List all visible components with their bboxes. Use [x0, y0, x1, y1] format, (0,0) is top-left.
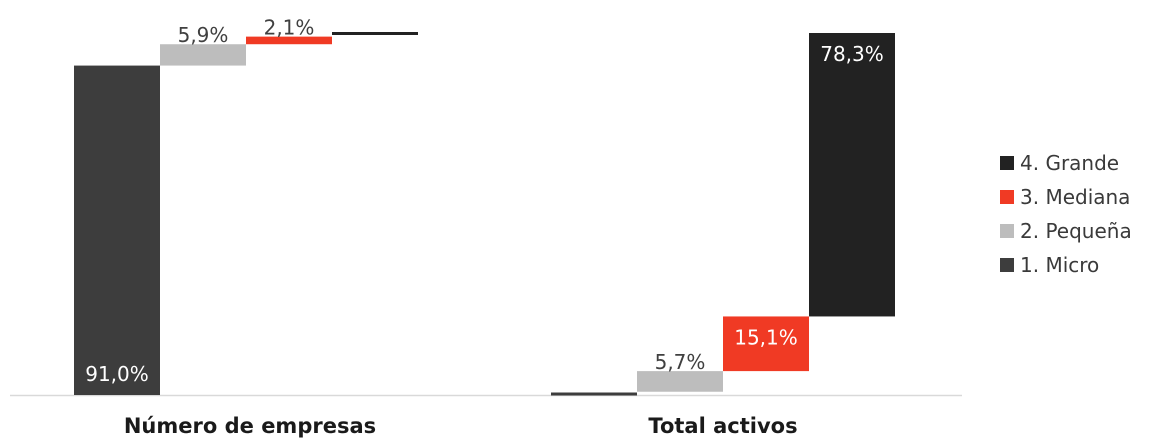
- category-label-activos: Total activos: [648, 414, 797, 438]
- bar-pequena-empresas: [160, 44, 246, 66]
- data-label-mediana-activos: 15,1%: [734, 325, 798, 349]
- category-label-empresas: Número de empresas: [124, 414, 376, 438]
- legend-label-pequena: 2. Pequeña: [1020, 219, 1132, 243]
- data-label-pequena-empresas: 5,9%: [178, 23, 229, 47]
- bar-micro-activos: [551, 392, 637, 396]
- legend-item-grande: 4. Grande: [1000, 146, 1132, 180]
- data-label-grande-activos: 78,3%: [820, 42, 884, 66]
- legend-label-micro: 1. Micro: [1020, 253, 1100, 277]
- legend-label-mediana: 3. Mediana: [1020, 185, 1131, 209]
- legend-swatch-mediana: [1000, 190, 1014, 204]
- data-label-mediana-empresas: 2,1%: [264, 16, 315, 40]
- bar-mediana-activos: [723, 316, 809, 372]
- data-label-pequena-activos: 5,7%: [655, 350, 706, 374]
- bar-grande-empresas: [332, 32, 418, 35]
- legend-item-mediana: 3. Mediana: [1000, 180, 1132, 214]
- bar-grande-activos: [809, 33, 895, 317]
- bar-pequena-activos: [637, 371, 723, 392]
- legend-swatch-pequena: [1000, 224, 1014, 238]
- legend: 4. Grande 3. Mediana 2. Pequeña 1. Micro: [1000, 146, 1132, 282]
- legend-swatch-micro: [1000, 258, 1014, 272]
- legend-item-micro: 1. Micro: [1000, 248, 1132, 282]
- bar-mediana-empresas: [246, 36, 332, 45]
- legend-swatch-grande: [1000, 156, 1014, 170]
- legend-label-grande: 4. Grande: [1020, 151, 1120, 175]
- data-label-micro-empresas: 91,0%: [85, 362, 149, 386]
- legend-item-pequena: 2. Pequeña: [1000, 214, 1132, 248]
- bar-micro-empresas: [74, 65, 160, 395]
